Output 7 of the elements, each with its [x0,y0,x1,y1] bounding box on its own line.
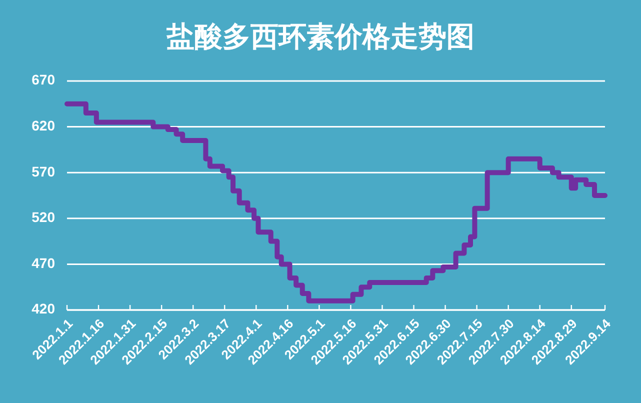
y-tick-label: 620 [32,118,56,134]
y-tick-label: 470 [32,254,56,271]
y-tick-label: 670 [32,72,56,88]
y-tick-label: 520 [32,209,56,226]
y-tick-label: 420 [32,300,56,317]
chart-title: 盐酸多西环素价格走势图 [166,20,474,53]
y-tick-label: 570 [32,163,56,180]
